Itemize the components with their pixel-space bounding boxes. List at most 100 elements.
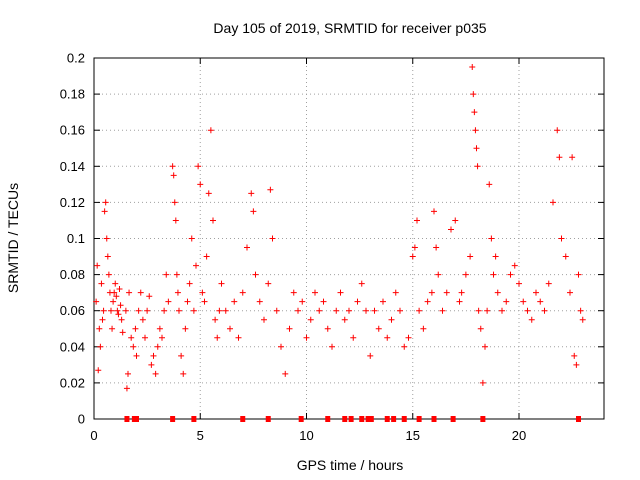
data-point xyxy=(112,280,119,287)
data-point xyxy=(94,262,101,269)
zero-point xyxy=(342,416,348,422)
data-point xyxy=(193,262,199,269)
data-point xyxy=(556,154,563,161)
zero-point xyxy=(298,416,304,422)
data-point xyxy=(122,307,129,314)
zero-point xyxy=(576,416,581,422)
y-tick-label: 0 xyxy=(78,412,85,427)
data-point xyxy=(401,343,408,350)
zero-point xyxy=(401,416,407,422)
data-point xyxy=(324,325,331,332)
data-point xyxy=(524,307,531,314)
data-point xyxy=(139,316,146,323)
y-tick-label: 0.14 xyxy=(60,159,85,174)
data-point xyxy=(577,307,584,314)
data-point xyxy=(184,298,191,305)
data-point xyxy=(550,199,556,206)
data-point xyxy=(190,307,197,314)
data-point xyxy=(159,334,165,341)
data-point xyxy=(113,293,120,300)
data-point xyxy=(571,352,578,359)
data-point xyxy=(558,235,565,242)
data-point xyxy=(484,307,491,314)
data-point xyxy=(312,289,318,296)
data-point xyxy=(205,190,212,197)
data-point xyxy=(105,271,112,278)
data-point xyxy=(176,307,182,314)
data-point xyxy=(207,127,214,134)
zero-point xyxy=(480,416,486,422)
y-tick-label: 0.04 xyxy=(60,339,85,354)
data-point xyxy=(575,271,582,278)
zero-point xyxy=(134,416,139,422)
data-point xyxy=(499,307,505,314)
data-point xyxy=(303,334,310,341)
data-point xyxy=(333,307,340,314)
data-point xyxy=(290,289,297,296)
data-point xyxy=(467,253,474,260)
data-point xyxy=(443,289,450,296)
data-point xyxy=(256,298,263,305)
data-point xyxy=(567,289,573,296)
data-point xyxy=(161,307,168,314)
y-tick-label: 0.16 xyxy=(60,123,85,138)
data-point xyxy=(173,271,180,278)
data-point xyxy=(456,298,463,305)
data-point xyxy=(163,271,170,278)
data-point xyxy=(286,325,293,332)
data-point xyxy=(579,316,586,323)
data-point xyxy=(227,325,233,332)
data-point xyxy=(125,370,131,377)
data-point xyxy=(473,145,480,152)
data-point xyxy=(469,64,476,71)
data-point xyxy=(222,307,229,314)
data-point xyxy=(367,352,374,359)
data-point xyxy=(188,235,195,242)
y-tick-label: 0.18 xyxy=(60,87,85,102)
data-point xyxy=(397,307,403,314)
zero-point xyxy=(365,416,371,422)
data-point xyxy=(231,298,238,305)
data-point xyxy=(433,244,440,251)
data-point xyxy=(252,271,259,278)
data-point xyxy=(472,127,479,134)
data-point xyxy=(96,325,103,332)
data-point xyxy=(123,385,130,392)
data-point xyxy=(520,298,527,305)
data-point xyxy=(174,289,181,296)
data-point xyxy=(316,307,323,314)
data-point xyxy=(494,289,501,296)
data-point xyxy=(428,289,435,296)
data-point xyxy=(380,298,386,305)
data-point xyxy=(98,280,105,287)
zero-point xyxy=(265,416,271,422)
zero-point xyxy=(325,416,331,422)
data-point xyxy=(148,361,155,368)
data-point xyxy=(371,307,378,314)
data-point xyxy=(115,311,122,318)
data-point xyxy=(475,307,482,314)
data-point xyxy=(150,352,157,359)
data-point xyxy=(431,208,437,215)
data-point xyxy=(261,316,267,323)
axis-ticks xyxy=(93,57,604,420)
data-point xyxy=(203,253,210,260)
data-point xyxy=(409,253,416,260)
data-point xyxy=(363,307,369,314)
data-point xyxy=(533,289,539,296)
data-point xyxy=(170,172,177,179)
data-point xyxy=(528,316,535,323)
data-point xyxy=(104,253,111,260)
chart-title: Day 105 of 2019, SRMTID for receiver p03… xyxy=(213,20,486,36)
zero-markers xyxy=(124,416,581,422)
data-points xyxy=(93,64,586,392)
data-point xyxy=(152,370,159,377)
data-point xyxy=(93,298,100,305)
x-tick-labels: 0 5 10 15 20 xyxy=(90,428,526,443)
data-point xyxy=(405,334,412,341)
x-tick-label: 10 xyxy=(299,428,313,443)
data-point xyxy=(492,253,499,260)
data-point xyxy=(97,343,104,350)
data-point xyxy=(109,325,116,332)
data-point xyxy=(239,289,246,296)
